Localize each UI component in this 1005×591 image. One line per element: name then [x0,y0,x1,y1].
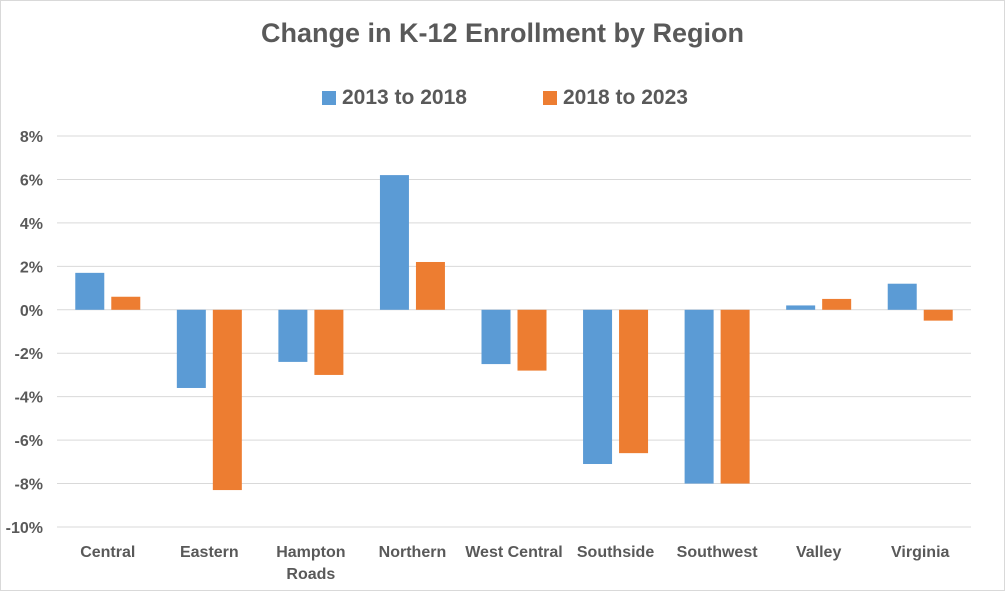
y-tick-label: -6% [15,433,43,450]
bar-2 [619,309,649,454]
y-tick-label: 4% [20,216,43,233]
x-tick-label: Central [80,544,135,561]
bar-2 [517,309,547,371]
y-tick-label: 6% [20,172,43,189]
y-tick-label: 2% [20,259,43,276]
bar-1 [176,309,206,388]
y-tick-label: 8% [20,129,43,146]
legend-item-series-1: 2013 to 2018 [322,86,467,110]
legend-item-series-2: 2018 to 2023 [543,86,688,110]
x-tick-label: Valley [796,544,841,561]
legend-swatch-series-2 [543,91,557,105]
bar-2 [111,296,141,310]
y-tick-label: -10% [6,520,43,537]
bar-1 [481,309,511,365]
x-tick-label: Hampton Roads [276,544,345,583]
chart-title: Change in K-12 Enrollment by Region [260,18,745,48]
y-tick-label: 0% [20,303,43,320]
bar-1 [684,309,714,484]
bar-2 [415,261,445,310]
x-tick-label: Eastern [180,544,239,561]
bar-1 [379,175,409,310]
legend: 2013 to 2018 2018 to 2023 [0,86,1005,112]
bar-2 [720,309,750,484]
y-tick-label: -8% [15,477,43,494]
x-tick-label: Southside [577,544,654,561]
x-tick-label: Northern [379,544,447,561]
bar-1 [583,309,613,465]
bar-2 [923,309,953,321]
legend-label-series-2: 2018 to 2023 [563,86,688,109]
y-tick-label: -2% [15,346,43,363]
bar-2 [822,298,852,310]
bar-1 [887,283,917,310]
bar-2 [314,309,344,375]
x-tick-label: West Central [465,544,563,561]
x-tick-label: Virginia [891,544,949,561]
y-tick-label: -4% [15,390,43,407]
legend-label-series-1: 2013 to 2018 [342,86,467,109]
bar-1 [786,305,816,310]
x-tick-label: Southwest [677,544,759,561]
bar-1 [278,309,308,362]
legend-swatch-series-1 [322,91,336,105]
bar-1 [75,272,105,310]
bar-2 [212,309,242,491]
